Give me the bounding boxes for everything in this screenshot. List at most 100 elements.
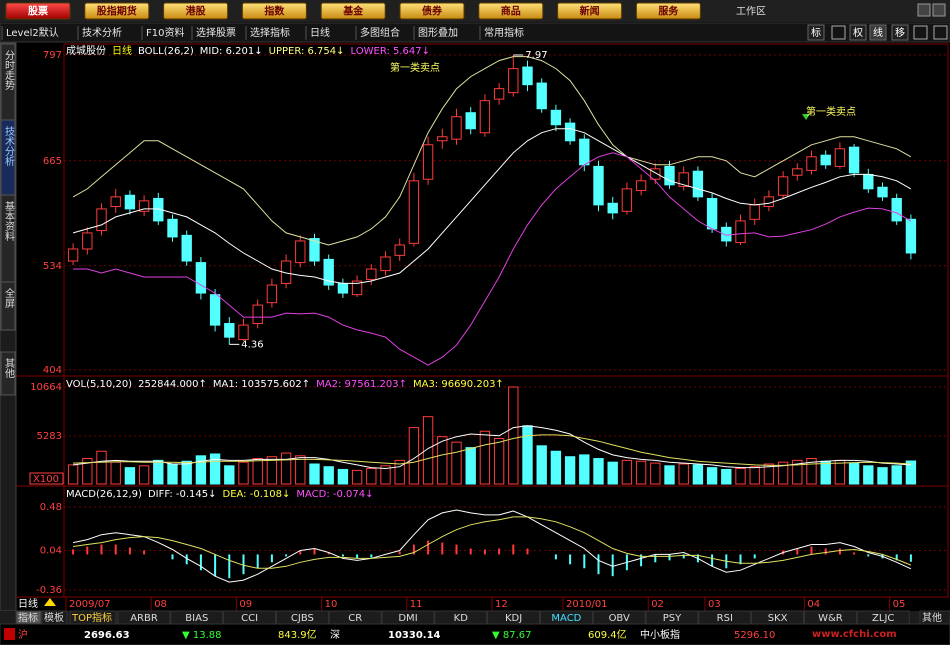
x-tick-label: 2009/07 — [69, 599, 111, 610]
toolbar-button-label[interactable]: 权 — [853, 26, 863, 39]
indicator-tab-label[interactable]: SKX — [768, 613, 788, 624]
toolbar-icon[interactable] — [913, 25, 928, 40]
volume-bar — [550, 450, 562, 485]
menu-button[interactable] — [635, 2, 701, 20]
menu-label[interactable]: 商品 — [501, 5, 521, 18]
sidebar-tab-label[interactable]: 分时走势 — [3, 50, 15, 91]
indicator-tab[interactable] — [645, 610, 699, 625]
toolbar-item[interactable]: 图形叠加 — [418, 27, 458, 39]
menu-label[interactable]: 基金 — [342, 5, 364, 18]
indicator-tab-label[interactable]: MACD — [551, 613, 581, 624]
toolbar-item[interactable]: F10资料 — [146, 26, 184, 39]
y-tick-label: 797 — [43, 50, 62, 61]
volume-bar — [536, 445, 547, 485]
toolbar-item[interactable]: 技术分析 — [82, 26, 122, 39]
candle-body — [650, 168, 661, 180]
indicator-tab[interactable] — [487, 610, 541, 625]
indicator-tab[interactable] — [15, 610, 42, 625]
indicator-tab[interactable] — [856, 610, 910, 625]
volume-bar — [777, 461, 789, 485]
toolbar-button[interactable] — [807, 24, 825, 41]
toolbar-item[interactable]: 日线 — [310, 26, 330, 39]
indicator-tab-label[interactable]: BIAS — [185, 613, 208, 624]
menu-label[interactable]: 服务 — [658, 5, 679, 18]
indicator-tab-label[interactable]: KDJ — [505, 613, 522, 624]
period-label[interactable]: 日线 — [18, 597, 38, 610]
menu-button[interactable] — [84, 2, 150, 20]
menu-button[interactable] — [320, 2, 386, 20]
toolbar-button[interactable] — [869, 24, 887, 41]
toolbar-item[interactable]: Level2默认 — [6, 26, 59, 39]
indicator-tab[interactable] — [223, 610, 277, 625]
indicator-tab-label[interactable]: ARBR — [130, 613, 158, 624]
close-button[interactable] — [932, 3, 946, 17]
volume-bar — [493, 438, 505, 485]
indicator-tab[interactable] — [539, 610, 593, 625]
menu-button[interactable] — [478, 2, 544, 20]
indicator-tab[interactable] — [381, 610, 435, 625]
toolbar-button[interactable] — [849, 24, 867, 41]
indicator-tab[interactable] — [41, 610, 68, 625]
menu-button[interactable] — [241, 2, 307, 20]
sidebar-tab-label[interactable]: 全屏 — [3, 287, 15, 309]
indicator-tab-label[interactable]: CJBS — [291, 613, 314, 624]
menu-label[interactable]: 股指期货 — [97, 5, 137, 18]
toolbar-icon[interactable] — [933, 25, 948, 40]
indicator-tab-label[interactable]: DMI — [398, 613, 417, 624]
indicator-tab-label[interactable]: CR — [348, 613, 362, 624]
sidebar-tab-label[interactable]: 基本资料 — [3, 200, 15, 242]
menu-label[interactable]: 港股 — [186, 5, 207, 18]
sidebar-tab-label[interactable]: 其他 — [3, 358, 15, 379]
menu-label[interactable]: 指数 — [264, 5, 285, 18]
indicator-tab[interactable] — [919, 610, 950, 625]
sidebar-tab-label[interactable]: 技术分析 — [3, 125, 15, 167]
workspace-label[interactable]: 工作区 — [736, 6, 766, 18]
indicator-tab[interactable] — [803, 610, 857, 625]
indicator-tab-label[interactable]: KD — [454, 613, 469, 624]
toolbar-item[interactable]: 选择股票 — [196, 26, 236, 39]
indicator-tab-label[interactable]: CCI — [241, 613, 258, 624]
volume-bar — [721, 468, 732, 485]
menu-label[interactable]: 股票 — [28, 6, 48, 18]
toolbar-button[interactable] — [891, 24, 909, 41]
menu-button[interactable] — [163, 2, 229, 20]
toolbar-item[interactable]: 多图组合 — [360, 26, 400, 39]
indicator-tab-label[interactable]: 其他 — [922, 611, 942, 624]
menu-button[interactable] — [5, 2, 71, 20]
menu-button[interactable] — [557, 2, 623, 20]
toolbar-item[interactable]: 常用指标 — [484, 26, 524, 39]
toolbar-icon[interactable] — [831, 25, 846, 40]
sidebar-tab[interactable] — [0, 351, 16, 396]
sidebar-tab[interactable] — [0, 281, 16, 331]
menu-button[interactable] — [399, 2, 465, 20]
indicator-tab[interactable] — [117, 610, 171, 625]
candle-body — [394, 244, 405, 256]
indicator-tab-label[interactable]: ZLJC — [872, 613, 894, 624]
indicator-tab[interactable] — [170, 610, 224, 625]
indicator-tab[interactable] — [328, 610, 382, 625]
menu-label[interactable]: 债券 — [422, 5, 443, 18]
toolbar-button-label[interactable]: 标 — [811, 27, 821, 39]
indicator-tab-label[interactable]: 模板 — [44, 611, 64, 624]
indicator-tab-label[interactable]: RSI — [717, 613, 733, 624]
indicator-tab[interactable] — [434, 610, 488, 625]
indicator-tab[interactable] — [751, 610, 805, 625]
toolbar-button-label[interactable]: 线 — [873, 26, 883, 39]
toolbar-button-label[interactable]: 移 — [895, 26, 905, 39]
indicator-tab[interactable] — [592, 610, 646, 625]
toolbar — [0, 22, 950, 43]
indicator-tab[interactable] — [698, 610, 752, 625]
indicator-tab-label[interactable]: 指标 — [18, 611, 38, 624]
menu-label[interactable]: 新闻 — [580, 5, 600, 18]
status-item: 609.4亿 — [588, 628, 627, 641]
indicator-tab-label[interactable]: TOP指标 — [71, 611, 112, 624]
indicator-tab-label[interactable]: OBV — [609, 613, 630, 624]
x-tick-label: 02 — [651, 599, 664, 610]
indicator-tab[interactable] — [69, 610, 117, 625]
minimize-button[interactable] — [917, 3, 931, 17]
indicator-tab[interactable] — [275, 610, 329, 625]
volume-bar — [621, 459, 633, 485]
indicator-tab-label[interactable]: W&R — [818, 613, 843, 624]
indicator-tab-label[interactable]: PSY — [663, 613, 682, 624]
toolbar-item[interactable]: 选择指标 — [250, 26, 290, 39]
